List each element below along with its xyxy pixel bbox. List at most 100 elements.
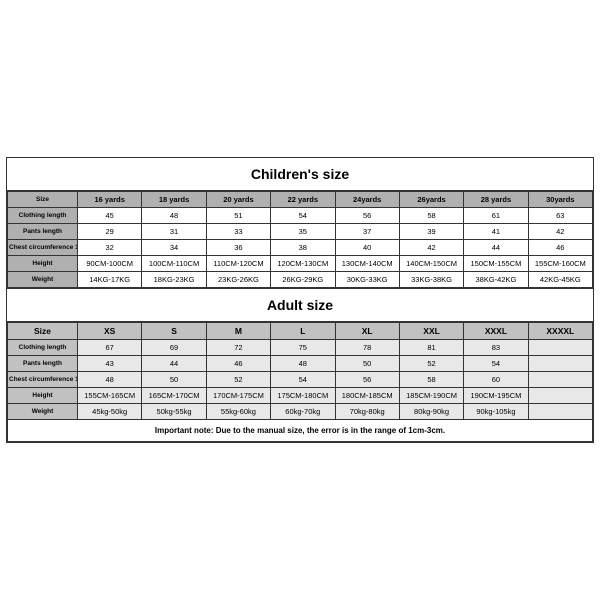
cell: 58 — [399, 208, 463, 224]
cell: 31 — [142, 224, 206, 240]
cell: 50kg-55kg — [142, 404, 206, 420]
row-label: Weight — [8, 404, 78, 420]
cell: 54 — [464, 356, 528, 372]
cell — [528, 340, 592, 356]
cell: 50 — [335, 356, 399, 372]
table-row: Height 155CM-165CM 165CM-170CM 170CM-175… — [8, 388, 593, 404]
row-label: Chest circumference 1/2 — [8, 240, 78, 256]
cell: 36 — [206, 240, 270, 256]
cell: 14KG-17KG — [78, 272, 142, 288]
table-row: Chest circumference 1/2 48 50 52 54 56 5… — [8, 372, 593, 388]
cell: 55kg-60kg — [206, 404, 270, 420]
cell: 100CM-110CM — [142, 256, 206, 272]
cell: 45 — [78, 208, 142, 224]
cell: 33 — [206, 224, 270, 240]
cell: 155CM-160CM — [528, 256, 592, 272]
col-l: L — [271, 323, 335, 340]
cell: 70kg-80kg — [335, 404, 399, 420]
cell: 33KG-38KG — [399, 272, 463, 288]
col-size: Size — [8, 192, 78, 208]
cell: 81 — [399, 340, 463, 356]
cell: 40 — [335, 240, 399, 256]
table-row: Weight 14KG-17KG 18KG-23KG 23KG-26KG 26K… — [8, 272, 593, 288]
table-row: Clothing length 45 48 51 54 56 58 61 63 — [8, 208, 593, 224]
table-row: Height 90CM-100CM 100CM-110CM 110CM-120C… — [8, 256, 593, 272]
cell: 48 — [271, 356, 335, 372]
cell: 190CM-195CM — [464, 388, 528, 404]
cell: 43 — [78, 356, 142, 372]
cell: 56 — [335, 208, 399, 224]
size-chart-container: Children's size Size 16 yards 18 yards 2… — [6, 157, 594, 443]
cell: 52 — [399, 356, 463, 372]
cell: 48 — [142, 208, 206, 224]
cell: 90CM-100CM — [78, 256, 142, 272]
children-title: Children's size — [7, 158, 593, 191]
cell: 90kg-105kg — [464, 404, 528, 420]
cell: 56 — [335, 372, 399, 388]
cell: 54 — [271, 208, 335, 224]
cell: 50 — [142, 372, 206, 388]
cell: 165CM-170CM — [142, 388, 206, 404]
cell: 185CM-190CM — [399, 388, 463, 404]
col-28: 28 yards — [464, 192, 528, 208]
cell — [528, 388, 592, 404]
cell: 37 — [335, 224, 399, 240]
cell: 44 — [464, 240, 528, 256]
cell: 42 — [528, 224, 592, 240]
col-size: Size — [8, 323, 78, 340]
cell: 175CM-180CM — [271, 388, 335, 404]
cell: 34 — [142, 240, 206, 256]
cell: 44 — [142, 356, 206, 372]
cell: 170CM-175CM — [206, 388, 270, 404]
row-label: Pants length — [8, 356, 78, 372]
table-row: Pants length 43 44 46 48 50 52 54 — [8, 356, 593, 372]
adult-header-row: Size XS S M L XL XXL XXXL XXXXL — [8, 323, 593, 340]
col-m: M — [206, 323, 270, 340]
cell: 61 — [464, 208, 528, 224]
cell: 63 — [528, 208, 592, 224]
important-note: Important note: Due to the manual size, … — [8, 420, 593, 442]
cell: 38 — [271, 240, 335, 256]
col-30: 30yards — [528, 192, 592, 208]
cell: 130CM-140CM — [335, 256, 399, 272]
cell: 150CM-155CM — [464, 256, 528, 272]
cell: 18KG-23KG — [142, 272, 206, 288]
cell: 29 — [78, 224, 142, 240]
cell: 54 — [271, 372, 335, 388]
cell: 155CM-165CM — [78, 388, 142, 404]
cell: 38KG-42KG — [464, 272, 528, 288]
row-label: Height — [8, 388, 78, 404]
cell: 41 — [464, 224, 528, 240]
table-row: Weight 45kg-50kg 50kg-55kg 55kg-60kg 60k… — [8, 404, 593, 420]
col-xxl: XXL — [399, 323, 463, 340]
cell: 52 — [206, 372, 270, 388]
cell: 180CM-185CM — [335, 388, 399, 404]
cell: 45kg-50kg — [78, 404, 142, 420]
cell: 46 — [528, 240, 592, 256]
cell: 69 — [142, 340, 206, 356]
cell: 39 — [399, 224, 463, 240]
cell: 60 — [464, 372, 528, 388]
col-xs: XS — [78, 323, 142, 340]
cell: 58 — [399, 372, 463, 388]
cell: 32 — [78, 240, 142, 256]
cell: 72 — [206, 340, 270, 356]
table-row: Clothing length 67 69 72 75 78 81 83 — [8, 340, 593, 356]
adult-title: Adult size — [7, 288, 593, 322]
cell: 23KG-26KG — [206, 272, 270, 288]
row-label: Weight — [8, 272, 78, 288]
table-row: Pants length 29 31 33 35 37 39 41 42 — [8, 224, 593, 240]
cell: 46 — [206, 356, 270, 372]
cell: 120CM-130CM — [271, 256, 335, 272]
children-table: Size 16 yards 18 yards 20 yards 22 yards… — [7, 191, 593, 288]
row-label: Pants length — [8, 224, 78, 240]
cell: 60kg-70kg — [271, 404, 335, 420]
col-24: 24yards — [335, 192, 399, 208]
cell: 80kg-90kg — [399, 404, 463, 420]
cell: 110CM-120CM — [206, 256, 270, 272]
table-row: Chest circumference 1/2 32 34 36 38 40 4… — [8, 240, 593, 256]
col-26: 26yards — [399, 192, 463, 208]
cell: 83 — [464, 340, 528, 356]
cell: 30KG-33KG — [335, 272, 399, 288]
cell: 48 — [78, 372, 142, 388]
